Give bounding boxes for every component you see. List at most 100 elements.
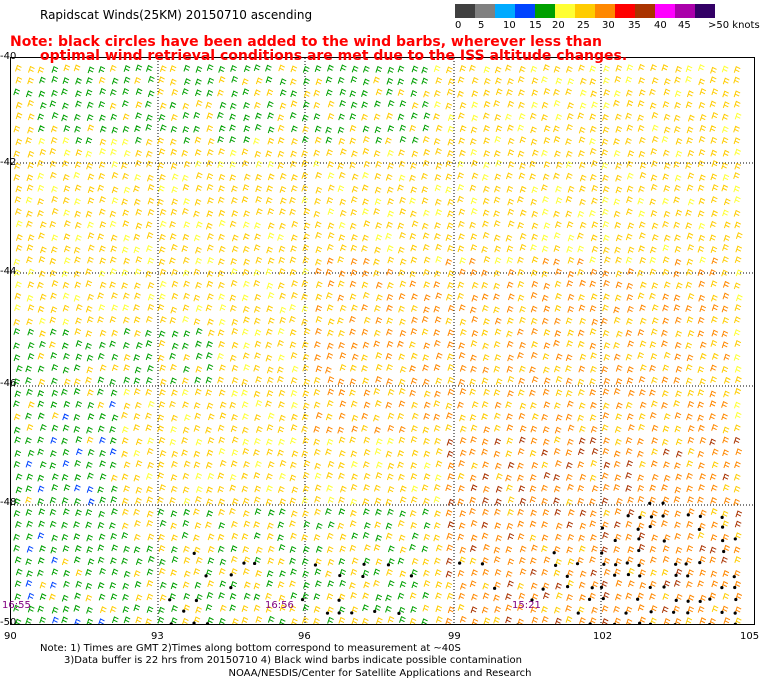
wind-barb	[435, 592, 442, 600]
wind-barb	[457, 76, 465, 84]
wind-barb	[483, 426, 491, 434]
wind-barb	[589, 378, 596, 386]
wind-barb	[721, 341, 729, 349]
wind-barb	[87, 256, 94, 264]
wind-barb	[578, 126, 586, 134]
wind-barb	[613, 316, 621, 324]
wind-barb	[206, 498, 213, 506]
wind-barb	[686, 258, 694, 266]
wind-barb	[159, 102, 167, 110]
wind-barb	[721, 113, 729, 121]
wind-barb	[505, 450, 513, 458]
wind-barb	[565, 161, 573, 169]
wind-barb	[338, 472, 345, 480]
wind-barb	[87, 197, 95, 205]
wind-barb	[279, 459, 287, 467]
wind-barb	[459, 125, 467, 132]
wind-barb	[205, 604, 213, 611]
wind-barb	[613, 353, 621, 361]
wind-barb	[410, 304, 418, 312]
wind-barb	[447, 341, 454, 349]
wind-barb	[135, 497, 142, 505]
wind-barb	[195, 172, 203, 179]
wind-barb	[205, 376, 213, 384]
wind-barb	[265, 605, 273, 613]
wind-barb	[315, 545, 323, 553]
contamination-dot	[636, 597, 640, 601]
wind-barb	[158, 258, 166, 266]
wind-barb	[86, 114, 94, 121]
wind-barb	[532, 149, 539, 157]
wind-barb	[435, 447, 443, 455]
wind-barb	[254, 123, 262, 131]
wind-barb	[518, 89, 525, 97]
wind-barb	[410, 210, 417, 218]
wind-barb	[375, 222, 382, 229]
wind-barb	[122, 125, 130, 133]
wind-barb	[615, 125, 623, 133]
wind-barb	[397, 461, 404, 469]
wind-barb	[591, 485, 599, 492]
wind-barb	[109, 64, 117, 72]
wind-barb	[626, 460, 633, 468]
wind-barb	[421, 100, 429, 108]
wind-barb	[723, 376, 731, 384]
wind-barb	[459, 364, 467, 372]
wind-barb	[375, 352, 383, 359]
wind-barb	[674, 174, 682, 182]
wind-barb	[121, 411, 128, 419]
wind-barb	[602, 220, 610, 228]
wind-barb	[626, 160, 634, 168]
wind-barb	[159, 280, 167, 288]
contamination-dot	[697, 527, 701, 532]
wind-barb	[267, 160, 275, 168]
wind-barb	[529, 389, 536, 397]
wind-barb	[614, 533, 622, 541]
wind-barb	[157, 461, 165, 469]
wind-barb	[651, 424, 659, 432]
wind-barb	[398, 353, 406, 361]
wind-barb	[625, 137, 632, 145]
wind-barb	[158, 330, 166, 338]
wind-barb	[675, 365, 683, 373]
wind-barb	[507, 375, 515, 383]
contamination-dot	[541, 587, 545, 591]
wind-barb	[661, 401, 668, 409]
wind-barb	[399, 135, 407, 143]
wind-barb	[626, 64, 634, 72]
wind-barb	[99, 138, 107, 146]
wind-barb	[205, 304, 213, 312]
wind-barb	[98, 65, 106, 73]
wind-barb	[374, 246, 381, 254]
wind-barb	[98, 533, 106, 541]
wind-barb	[530, 402, 537, 410]
wind-barb	[301, 135, 309, 143]
wind-barb	[75, 353, 83, 361]
wind-barb	[229, 149, 237, 157]
wind-barb	[314, 65, 322, 73]
contamination-dot	[661, 501, 665, 505]
contamination-dot	[613, 622, 617, 624]
wind-barb	[87, 401, 95, 409]
contamination-dot	[637, 548, 641, 553]
wind-barb	[206, 160, 214, 167]
wind-barb	[146, 606, 154, 613]
wind-barb	[566, 498, 573, 506]
wind-barb	[435, 581, 443, 589]
wind-barb	[50, 171, 57, 179]
wind-barb	[649, 292, 656, 300]
wind-barb	[62, 366, 70, 374]
wind-barb	[411, 557, 419, 565]
wind-barb	[697, 580, 704, 588]
wind-barb	[74, 474, 82, 481]
legend-labels: 0 5 10 15 20 25 30 35 40 45 >50 knots	[450, 20, 760, 34]
wind-barb	[555, 375, 563, 383]
wind-barb	[229, 136, 236, 144]
wind-barb	[315, 411, 323, 419]
wind-barb	[63, 185, 71, 193]
wind-barb	[386, 293, 394, 301]
wind-barb	[291, 280, 298, 287]
wind-barb	[74, 618, 81, 624]
wind-barb	[75, 448, 83, 456]
wind-barb	[458, 342, 466, 350]
